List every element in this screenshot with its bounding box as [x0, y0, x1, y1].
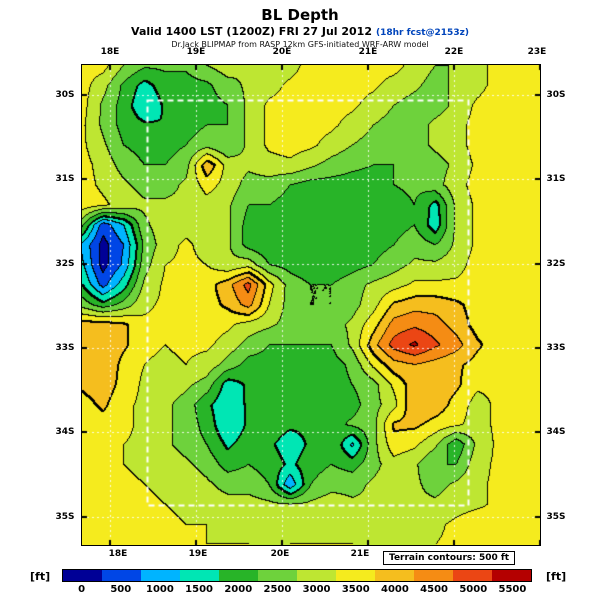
- colorbar-tick-label: 2000: [224, 584, 253, 595]
- terrain-contours-note: Terrain contours: 500 ft: [383, 551, 516, 565]
- axis-label-lat-left: 35S: [55, 512, 75, 522]
- axis-label-lat-right: 32S: [546, 259, 566, 269]
- colorbar: [62, 569, 532, 582]
- colorbar-tick-label: 500: [110, 584, 132, 595]
- page-title: BL Depth: [261, 6, 339, 24]
- map-frame: [81, 64, 541, 546]
- colorbar-tick-label: 5000: [459, 584, 488, 595]
- axis-label-lat-left: 33S: [55, 343, 75, 353]
- colorbar-tick-label: 4000: [380, 584, 409, 595]
- axis-label-lon-bottom: 20E: [270, 549, 290, 559]
- axis-label-lat-left: 31S: [55, 174, 75, 184]
- colorbar-unit-left: [ft]: [30, 570, 51, 583]
- colorbar-segment: [102, 570, 141, 581]
- axis-label-lat-left: 34S: [55, 427, 75, 437]
- colorbar-segment: [336, 570, 375, 581]
- axis-label-lon-bottom: 19E: [188, 549, 208, 559]
- axis-label-lon-top: 21E: [358, 47, 378, 57]
- colorbar-unit-right: [ft]: [546, 570, 567, 583]
- colorbar-segment: [180, 570, 219, 581]
- colorbar-segment: [375, 570, 414, 581]
- axis-label-lat-left: 30S: [55, 90, 75, 100]
- colorbar-tick-label: 0: [78, 584, 86, 595]
- axis-label-lon-bottom: 18E: [108, 549, 128, 559]
- colorbar-tick-label: 3500: [341, 584, 370, 595]
- colorbar-segment: [297, 570, 336, 581]
- axis-label-lat-left: 32S: [55, 259, 75, 269]
- colorbar-segment: [258, 570, 297, 581]
- axis-label-lat-right: 35S: [546, 512, 566, 522]
- axis-label-lon-top: 23E: [527, 47, 547, 57]
- axis-label-lon-top: 20E: [272, 47, 292, 57]
- colorbar-segment: [141, 570, 180, 581]
- colorbar-segment: [492, 570, 531, 581]
- axis-label-lat-right: 33S: [546, 343, 566, 353]
- axis-label-lat-right: 30S: [546, 90, 566, 100]
- axis-label-lat-right: 34S: [546, 427, 566, 437]
- colorbar-tick-label: 3000: [302, 584, 331, 595]
- valid-time-line: Valid 1400 LST (1200Z) FRI 27 Jul 2012 (1…: [0, 25, 600, 38]
- axis-label-lon-top: 19E: [186, 47, 206, 57]
- axis-label-lon-bottom: 21E: [350, 549, 370, 559]
- forecast-hour-text: (18hr fcst@2153z): [376, 28, 469, 38]
- valid-time-text: Valid 1400 LST (1200Z) FRI 27 Jul 2012: [131, 25, 372, 38]
- axis-label-lon-top: 18E: [100, 47, 120, 57]
- model-info-line: Dr.Jack BLIPMAP from RASP 12km GFS-initi…: [171, 40, 429, 49]
- colorbar-tick-label: 1000: [145, 584, 174, 595]
- colorbar-segment: [219, 570, 258, 581]
- axis-label-lat-right: 31S: [546, 174, 566, 184]
- map-canvas: [82, 65, 540, 545]
- colorbar-segment: [63, 570, 102, 581]
- colorbar-tick-label: 2500: [263, 584, 292, 595]
- axis-label-lon-top: 22E: [444, 47, 464, 57]
- colorbar-tick-label: 4500: [420, 584, 448, 595]
- colorbar-tick-label: 1500: [185, 584, 213, 595]
- colorbar-segment: [414, 570, 453, 581]
- colorbar-tick-label: 5500: [498, 584, 527, 595]
- colorbar-segment: [453, 570, 492, 581]
